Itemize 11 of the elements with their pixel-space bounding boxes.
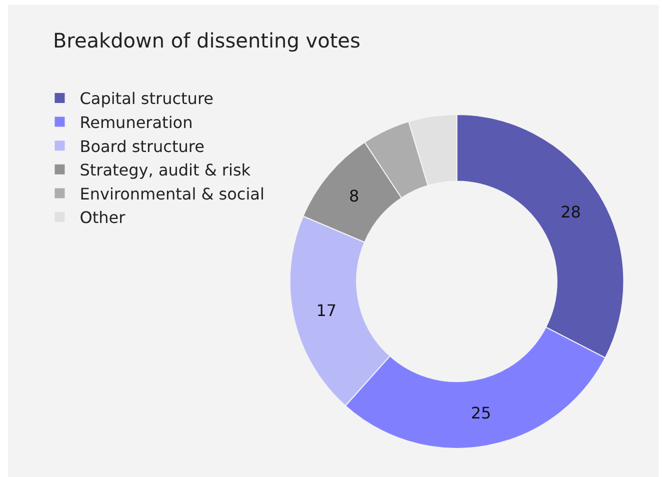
legend-label: Other — [80, 208, 126, 228]
legend-label: Capital structure — [80, 89, 214, 108]
legend-label: Strategy, audit & risk — [80, 160, 252, 180]
data-label: 8 — [349, 186, 360, 206]
data-label: 17 — [316, 300, 337, 320]
data-label: 28 — [560, 202, 581, 222]
legend-label: Environmental & social — [80, 184, 264, 204]
legend-label: Remuneration — [80, 113, 193, 132]
data-label: 25 — [470, 403, 492, 422]
chart-title: Breakdown of dissenting votes — [52, 28, 360, 53]
legend-label: Board structure — [80, 136, 204, 156]
